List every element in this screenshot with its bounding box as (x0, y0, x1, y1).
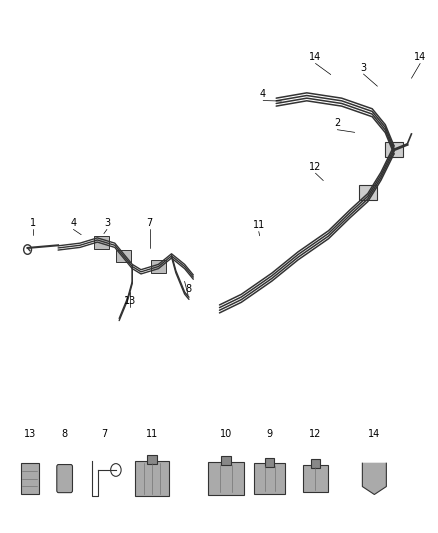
FancyBboxPatch shape (221, 456, 230, 465)
Text: 14: 14 (309, 52, 321, 62)
Text: 11: 11 (145, 429, 158, 439)
Text: 3: 3 (360, 63, 366, 72)
FancyBboxPatch shape (147, 455, 156, 464)
FancyBboxPatch shape (385, 142, 402, 157)
FancyBboxPatch shape (57, 465, 72, 492)
Text: 14: 14 (367, 429, 380, 439)
FancyBboxPatch shape (208, 462, 244, 495)
FancyBboxPatch shape (116, 249, 131, 262)
Text: 12: 12 (309, 429, 321, 439)
Text: 11: 11 (252, 220, 264, 230)
FancyBboxPatch shape (302, 465, 327, 492)
Text: 7: 7 (146, 218, 152, 228)
Text: 10: 10 (219, 429, 232, 439)
FancyBboxPatch shape (358, 185, 376, 200)
Text: 8: 8 (184, 284, 191, 294)
FancyBboxPatch shape (21, 464, 39, 494)
Text: 13: 13 (124, 296, 136, 306)
Text: 7: 7 (101, 429, 107, 439)
Text: 4: 4 (70, 218, 76, 228)
Polygon shape (361, 463, 385, 495)
FancyBboxPatch shape (94, 236, 109, 249)
Text: 12: 12 (309, 162, 321, 172)
Text: 14: 14 (413, 52, 425, 62)
Text: 13: 13 (24, 429, 36, 439)
Text: 3: 3 (104, 218, 110, 228)
FancyBboxPatch shape (151, 260, 166, 273)
FancyBboxPatch shape (310, 459, 320, 468)
Text: 9: 9 (266, 429, 272, 439)
FancyBboxPatch shape (135, 461, 168, 496)
Text: 1: 1 (30, 218, 36, 228)
Text: 4: 4 (259, 89, 265, 99)
FancyBboxPatch shape (264, 458, 274, 467)
Text: 2: 2 (333, 118, 339, 128)
FancyBboxPatch shape (254, 464, 285, 494)
Text: 8: 8 (61, 429, 67, 439)
